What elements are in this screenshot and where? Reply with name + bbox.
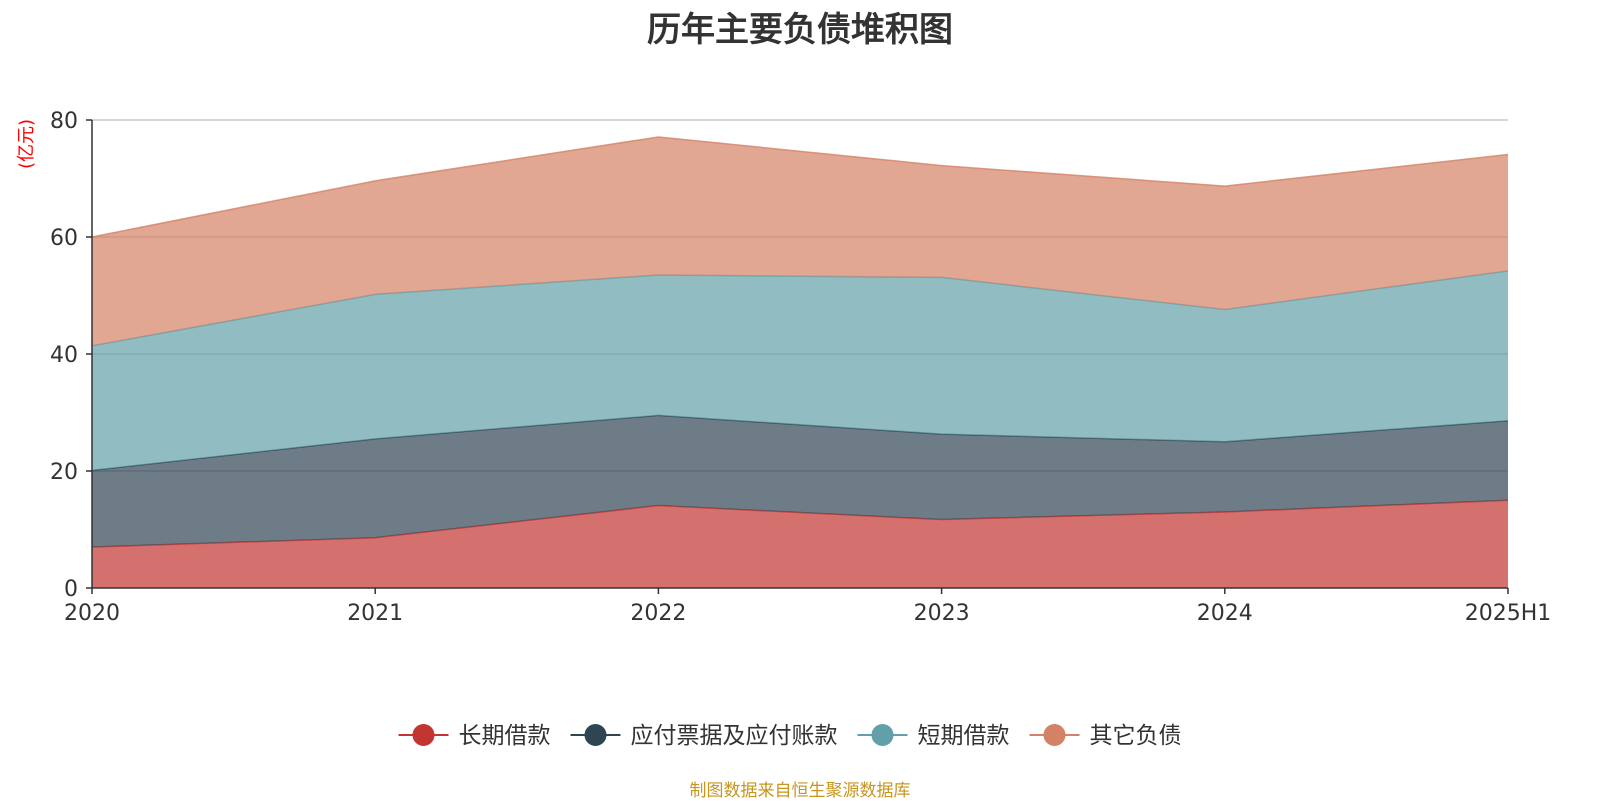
y-tick-label: 0: [64, 577, 78, 602]
x-tick-label: 2024: [1197, 601, 1253, 626]
area-series-0: [92, 500, 1508, 588]
axes: 0 20 40 60 80 2020 2021 2022 2023 2024 2025H1 (亿元): [16, 109, 1551, 626]
y-axis-unit-label: (亿元): [16, 119, 37, 169]
source-note: 制图数据来自恒生聚源数据库: [689, 781, 911, 801]
legend-label: 短期借款: [918, 723, 1010, 749]
legend-item-2[interactable]: 短期借款: [857, 723, 1010, 749]
legend-label: 长期借款: [459, 723, 551, 749]
area-series-2: [92, 270, 1508, 471]
series-line-3: [91, 136, 1509, 238]
area-series-layer: [91, 136, 1509, 588]
legend-label: 其它负债: [1090, 723, 1182, 749]
legend: 长期借款 应付票据及应付账款 短期借款 其它负债: [398, 723, 1182, 749]
legend-item-1[interactable]: 应付票据及应付账款: [570, 723, 838, 749]
x-tick-label: 2020: [64, 601, 120, 626]
x-tick-label: 2025H1: [1465, 601, 1552, 626]
legend-marker-icon: [412, 724, 435, 746]
x-tick-label: 2022: [630, 601, 686, 626]
legend-marker-icon: [1043, 724, 1066, 746]
y-tick-label: 80: [50, 109, 78, 134]
legend-item-0[interactable]: 长期借款: [398, 723, 551, 749]
area-series-3: [92, 136, 1508, 346]
x-tick-label: 2021: [347, 601, 403, 626]
legend-label: 应付票据及应付账款: [631, 723, 838, 749]
legend-marker-icon: [871, 724, 894, 746]
chart-title: 历年主要负债堆积图: [647, 10, 953, 50]
x-tick-label: 2023: [914, 601, 970, 626]
legend-item-3[interactable]: 其它负债: [1029, 723, 1182, 749]
y-tick-label: 20: [50, 460, 78, 485]
legend-marker-icon: [584, 724, 607, 746]
y-tick-label: 40: [50, 343, 78, 368]
area-series-1: [92, 415, 1508, 548]
y-tick-label: 60: [50, 226, 78, 251]
